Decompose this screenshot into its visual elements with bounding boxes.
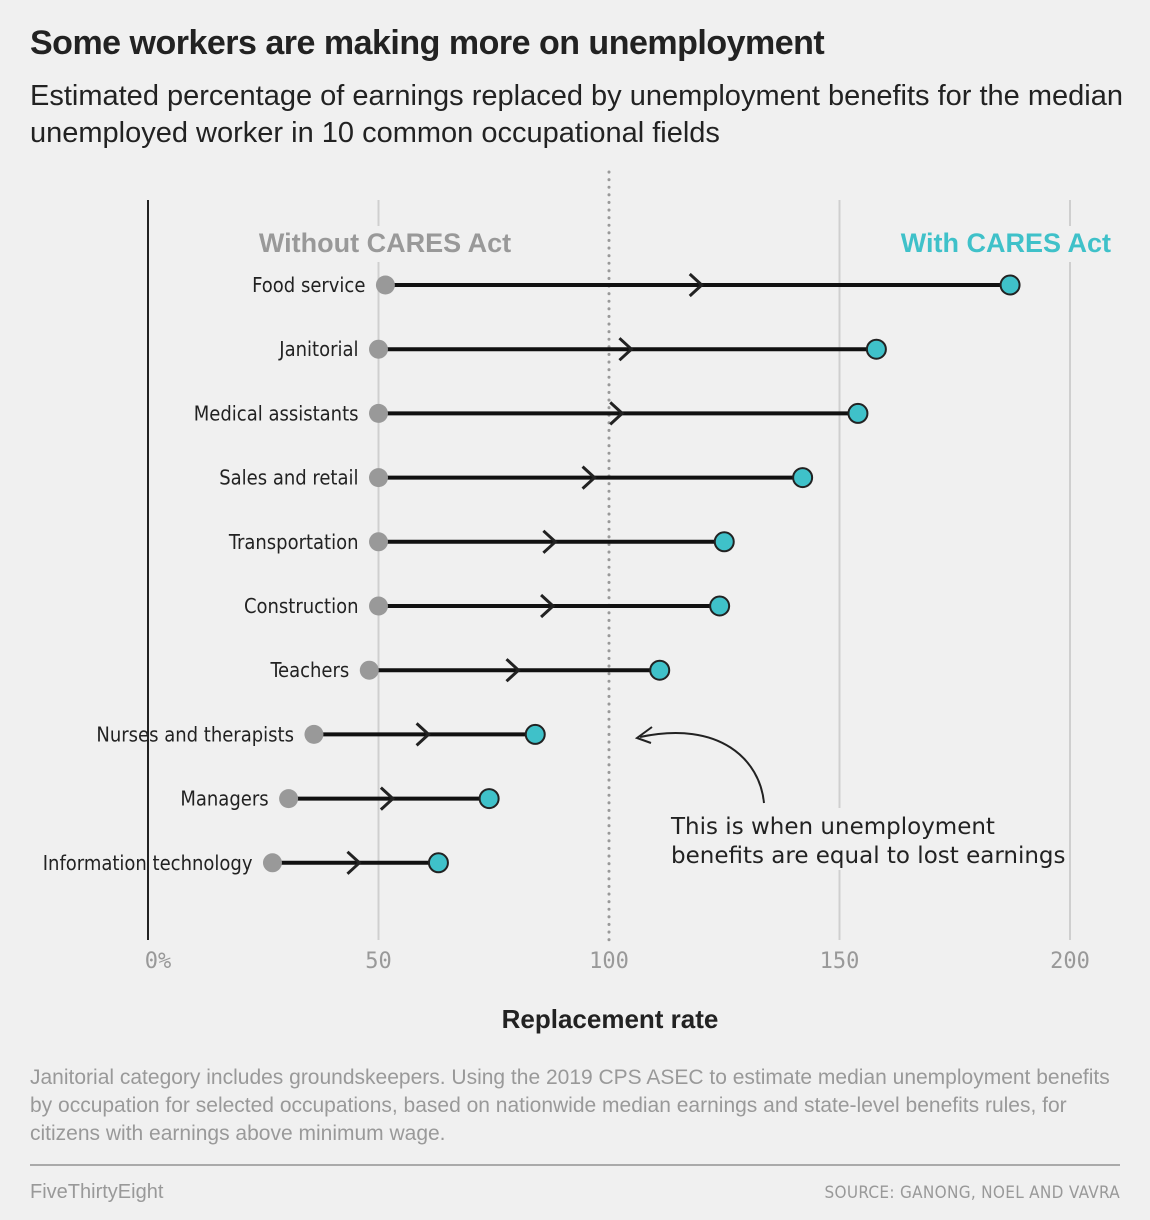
row-sales-and-retail: Sales and retail xyxy=(219,465,814,490)
dot-without-cares xyxy=(262,853,282,873)
row-managers: Managers xyxy=(180,786,500,811)
row-nurses-and-therapists: Nurses and therapists xyxy=(96,722,546,747)
dot-without-cares xyxy=(279,789,299,809)
dot-without-cares xyxy=(369,468,388,488)
dot-with-cares xyxy=(427,852,449,874)
row-teachers: Teachers xyxy=(269,658,671,683)
direction-arrow xyxy=(505,658,521,683)
direction-arrow xyxy=(415,722,431,747)
footer-divider xyxy=(30,1164,1120,1166)
x-tick-label: 200 xyxy=(1050,949,1090,974)
annotation-arrow xyxy=(639,732,765,804)
annotation-mask xyxy=(665,808,1065,870)
direction-arrow xyxy=(540,593,556,619)
direction-arrow xyxy=(581,465,597,490)
dot-with-cares xyxy=(847,402,869,424)
category-label: Transportation xyxy=(228,530,359,554)
dot-without-cares xyxy=(369,339,388,359)
category-label: Food service xyxy=(252,273,365,297)
dot-without-cares xyxy=(375,275,395,295)
dot-with-cares xyxy=(865,338,887,360)
row-transportation: Transportation xyxy=(228,529,735,554)
dot-with-cares xyxy=(713,531,735,553)
annotation-line-2: benefits are equal to lost earnings xyxy=(671,843,1066,869)
category-label: Nurses and therapists xyxy=(96,722,294,746)
x-axis-label: Replacement rate xyxy=(502,1004,719,1034)
legend-mask xyxy=(885,226,1115,262)
row-medical-assistants: Medical assistants xyxy=(194,401,869,426)
category-label: Janitorial xyxy=(278,337,358,361)
dot-without-cares xyxy=(369,403,388,423)
direction-arrow xyxy=(609,401,625,426)
direction-arrow xyxy=(688,272,704,298)
dot-without-cares xyxy=(369,532,388,552)
dot-with-cares xyxy=(524,723,546,745)
x-tick-labels: 0% 50 100 150 200 xyxy=(145,949,1090,974)
x-tick-label: 150 xyxy=(820,949,860,974)
category-label: Construction xyxy=(244,594,359,618)
dot-with-cares xyxy=(792,467,814,489)
direction-arrow xyxy=(618,337,634,362)
dot-without-cares xyxy=(304,724,324,744)
category-label: Information technology xyxy=(43,851,253,875)
direction-arrow xyxy=(379,786,396,811)
legend-without-cares: Without CARES Act xyxy=(259,228,511,258)
dot-with-cares xyxy=(649,659,671,681)
category-label: Medical assistants xyxy=(194,401,359,425)
x-tick-label: 50 xyxy=(365,949,392,974)
dot-with-cares xyxy=(478,788,500,810)
source-credit: SOURCE: GANONG, NOEL AND VAVRA xyxy=(824,1183,1120,1203)
dot-without-cares xyxy=(359,660,379,680)
category-label: Sales and retail xyxy=(219,466,358,490)
direction-arrow xyxy=(346,850,362,875)
x-tick-label: 100 xyxy=(589,949,629,974)
row-information-technology: Information technology xyxy=(43,850,449,875)
dot-without-cares xyxy=(369,596,388,616)
row-food-service: Food service xyxy=(252,272,1021,298)
annotation-line-1: This is when unemployment xyxy=(670,814,995,840)
x-tick-label: 0% xyxy=(145,949,172,974)
legend-mask xyxy=(250,226,520,262)
annotation-arrowhead xyxy=(634,726,653,744)
gridlines xyxy=(250,200,1115,940)
footnote: Janitorial category includes groundskeep… xyxy=(30,1066,1110,1145)
dot-with-cares xyxy=(709,595,731,617)
rows: Food service Janitorial Medical assistants… xyxy=(43,272,1021,875)
chart-title: Some workers are making more on unemploy… xyxy=(30,24,825,62)
dot-with-cares xyxy=(999,274,1021,296)
row-janitorial: Janitorial xyxy=(278,337,887,362)
category-label: Teachers xyxy=(269,658,349,682)
legend-with-cares: With CARES Act xyxy=(901,228,1111,258)
dumbbell-chart: 0% 50 100 150 200 Without CARES Act With CAR… xyxy=(42,170,1115,1034)
row-construction: Construction xyxy=(244,593,731,619)
brand-logo: FiveThirtyEight xyxy=(30,1181,164,1203)
direction-arrow xyxy=(542,529,558,554)
chart-subtitle: Estimated percentage of earnings replace… xyxy=(30,80,1123,149)
category-label: Managers xyxy=(180,787,268,811)
